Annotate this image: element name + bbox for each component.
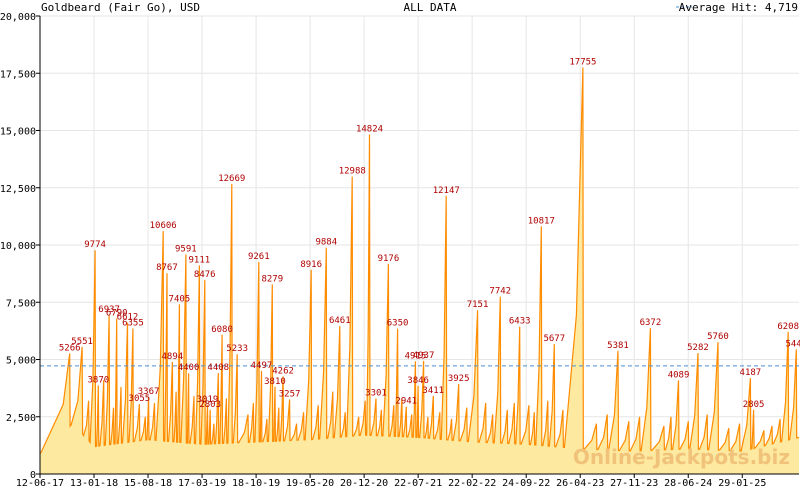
peak-label: 2941 — [395, 397, 417, 407]
peak-label: 8767 — [156, 263, 178, 273]
y-tick-label: 2,500 — [6, 413, 36, 424]
x-tick-label: 19-05-20 — [286, 478, 334, 489]
y-tick-label: 0 — [30, 470, 36, 481]
peak-label: 9884 — [315, 238, 337, 248]
x-tick-label: 18-10-19 — [232, 478, 280, 489]
x-tick-label: 13-01-18 — [70, 478, 118, 489]
x-tick-label: 27-11-23 — [610, 478, 658, 489]
peak-label: 9176 — [378, 254, 400, 264]
peak-label: 17755 — [569, 57, 596, 67]
peak-label: 4497 — [251, 361, 273, 371]
peak-label: 6433 — [509, 317, 531, 327]
peak-label: 2805 — [743, 400, 765, 410]
legend-label: Average Hit: 4,719 — [679, 1, 798, 14]
peak-label: 5760 — [707, 332, 729, 342]
x-tick-label: 24-09-22 — [502, 478, 550, 489]
y-tick-label: 15,000 — [0, 127, 36, 138]
peak-label: 5551 — [71, 337, 93, 347]
peak-label: 9111 — [189, 255, 211, 265]
peak-label: 3055 — [129, 394, 151, 404]
y-tick-label: 5,000 — [6, 356, 36, 367]
y-tick-label: 20,000 — [0, 12, 36, 23]
peak-label: 2803 — [199, 400, 221, 410]
y-tick-label: 7,500 — [6, 298, 36, 309]
peak-label: 12988 — [339, 167, 366, 177]
x-tick-label: 29-01-25 — [718, 478, 766, 489]
x-tick-label: 26-04-23 — [556, 478, 604, 489]
peak-label: 7742 — [489, 287, 511, 297]
y-tick-label: 12,500 — [0, 184, 36, 195]
peak-label: 4894 — [162, 352, 184, 362]
peak-label: 4187 — [740, 368, 762, 378]
peak-label: 5233 — [226, 344, 248, 354]
peak-label: 8476 — [194, 270, 216, 280]
peak-label: 3925 — [448, 374, 470, 384]
peak-label: 14824 — [356, 125, 383, 135]
peak-label: 7405 — [169, 294, 191, 304]
series-line — [39, 67, 800, 454]
peak-label: 5266 — [59, 343, 81, 353]
watermark: Online-Jackpots.biz — [573, 445, 790, 469]
peak-label: 4400 — [178, 363, 200, 373]
peak-label: 6937 — [98, 305, 120, 315]
peak-label: 3870 — [87, 375, 109, 385]
peak-label: 7151 — [467, 300, 489, 310]
peak-label: 8916 — [300, 260, 322, 270]
peak-label: 5381 — [607, 341, 629, 351]
peak-label: 6372 — [640, 318, 662, 328]
x-tick-label: 17-03-19 — [178, 478, 226, 489]
peak-label: 3301 — [365, 388, 387, 398]
peak-label: 9591 — [175, 244, 197, 254]
peak-label: 3367 — [138, 387, 160, 397]
y-axis-ticks: 0 2,500 5,000 7,500 10,000 12,500 15,000 17,500… — [0, 12, 40, 481]
peak-label: 12147 — [433, 186, 460, 196]
peak-label: 8279 — [261, 274, 283, 284]
chart-subtitle: ALL DATA — [404, 1, 457, 14]
peak-label: 4408 — [207, 363, 229, 373]
x-tick-label: 22-02-22 — [448, 478, 496, 489]
peak-label: 10606 — [150, 221, 177, 231]
peak-label: 3411 — [422, 386, 444, 396]
chart-title: Goldbeard (Fair Go), USD — [41, 1, 200, 14]
y-tick-label: 10,000 — [0, 241, 36, 252]
peak-label: 5443 — [785, 339, 800, 349]
peak-label: 6208 — [777, 322, 799, 332]
peak-label: 3846 — [407, 376, 429, 386]
peak-label: 5677 — [543, 334, 565, 344]
peak-label: 6790 — [106, 309, 128, 319]
peak-label: 5282 — [687, 343, 709, 353]
peak-label: 9261 — [248, 252, 270, 262]
peak-label: 4915 — [405, 351, 427, 361]
peak-label: 6080 — [211, 325, 233, 335]
peak-label: 6350 — [387, 319, 409, 329]
peak-label: 6355 — [122, 318, 144, 328]
x-axis-ticks: 12-06-17 13-01-18 15-08-18 17-03-19 18-10-19… — [16, 474, 766, 489]
x-tick-label: 15-08-18 — [124, 478, 172, 489]
y-tick-label: 17,500 — [0, 69, 36, 80]
x-tick-label: 22-07-21 — [394, 478, 442, 489]
peak-label: 10817 — [528, 216, 555, 226]
peak-label: 9774 — [84, 240, 106, 250]
x-tick-label: 20-12-20 — [340, 478, 388, 489]
peak-label: 3257 — [279, 389, 301, 399]
peak-label: 12669 — [218, 174, 245, 184]
x-tick-label: 12-06-17 — [16, 478, 64, 489]
peak-label: 3810 — [264, 377, 286, 387]
peak-label: 6461 — [329, 316, 351, 326]
peak-label: 4089 — [668, 370, 690, 380]
peak-label: 4937 — [413, 351, 435, 361]
x-tick-label: 28-06-24 — [664, 478, 712, 489]
peak-label: 3019 — [197, 395, 219, 405]
peak-label: 4262 — [272, 366, 294, 376]
peak-label: 6612 — [117, 313, 139, 323]
series-area — [39, 67, 800, 475]
